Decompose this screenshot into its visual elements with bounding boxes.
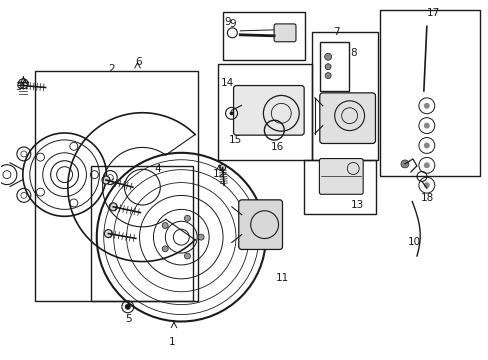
Text: 10: 10	[407, 237, 420, 247]
Circle shape	[423, 182, 429, 188]
Circle shape	[104, 230, 112, 238]
FancyBboxPatch shape	[319, 158, 363, 194]
Circle shape	[324, 53, 331, 60]
Text: 8: 8	[350, 48, 356, 58]
Circle shape	[423, 123, 429, 129]
FancyBboxPatch shape	[238, 200, 282, 249]
Text: 12: 12	[212, 169, 225, 179]
Bar	[35, 71, 198, 301]
Text: 18: 18	[420, 193, 433, 203]
Text: 13: 13	[350, 200, 363, 210]
Text: 2: 2	[108, 64, 115, 74]
FancyBboxPatch shape	[274, 24, 295, 42]
FancyBboxPatch shape	[319, 93, 375, 144]
Text: 7: 7	[332, 27, 339, 37]
Bar	[222, 12, 305, 60]
Bar	[217, 64, 311, 160]
Text: 4: 4	[154, 164, 161, 174]
Circle shape	[102, 176, 110, 184]
Bar	[311, 32, 377, 160]
Circle shape	[124, 304, 130, 310]
Text: 17: 17	[426, 8, 439, 18]
Text: 16: 16	[271, 143, 284, 153]
Text: 5: 5	[125, 314, 132, 324]
Bar	[379, 10, 479, 176]
FancyBboxPatch shape	[233, 86, 304, 135]
Circle shape	[325, 73, 330, 78]
Circle shape	[400, 160, 408, 168]
Text: 1: 1	[169, 337, 175, 347]
Text: 3: 3	[15, 82, 21, 92]
Circle shape	[423, 103, 429, 109]
Bar	[319, 42, 348, 91]
Text: 9: 9	[224, 18, 230, 27]
Circle shape	[162, 222, 168, 229]
Circle shape	[162, 246, 168, 252]
Circle shape	[18, 82, 24, 88]
Text: 14: 14	[221, 78, 234, 88]
Circle shape	[325, 64, 330, 69]
Circle shape	[109, 203, 117, 211]
Circle shape	[184, 253, 190, 259]
Circle shape	[198, 234, 204, 240]
Circle shape	[229, 111, 233, 115]
Bar	[303, 160, 375, 214]
Bar	[91, 166, 193, 301]
Circle shape	[423, 162, 429, 168]
Circle shape	[184, 215, 190, 221]
Circle shape	[219, 165, 225, 171]
Text: 9: 9	[228, 18, 235, 28]
Text: 11: 11	[276, 273, 289, 283]
Text: 15: 15	[228, 135, 242, 145]
Text: 6: 6	[135, 57, 142, 67]
Circle shape	[423, 143, 429, 148]
